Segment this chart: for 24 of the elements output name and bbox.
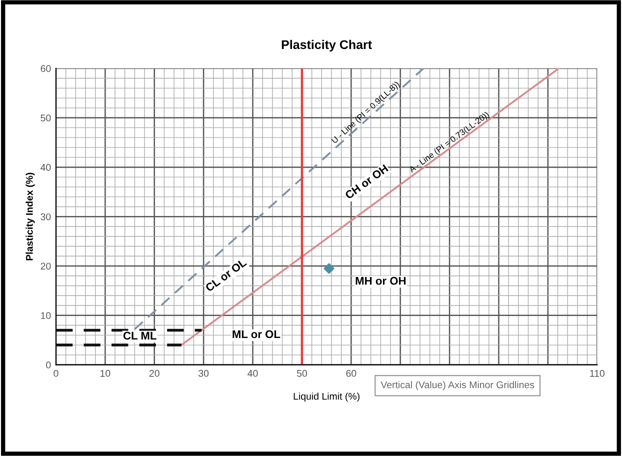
y-axis-title: Plasticity Index (%)	[26, 172, 35, 260]
x-tick-label: 50	[296, 370, 307, 377]
y-tick-label: 30	[40, 213, 51, 220]
x-axis-title: Liquid Limit (%)	[294, 392, 360, 402]
y-tick-label: 50	[40, 114, 51, 122]
y-tick-label: 60	[40, 65, 51, 72]
x-tick-label: 40	[248, 370, 258, 377]
annotation: CL or OL	[204, 258, 248, 292]
x-tick-label: 0	[54, 370, 58, 377]
chart-title: Plasticity Chart	[282, 40, 372, 52]
annotation: CL ML	[123, 332, 156, 340]
x-tick-label: 10	[100, 370, 110, 377]
text: Vertical (Value) Axis Minor Gridlines	[380, 381, 534, 390]
annotation: CH or OH	[344, 164, 388, 200]
x-tick-label: 20	[149, 370, 160, 377]
y-tick-label: 10	[41, 312, 51, 320]
annotation: MH or OH	[356, 276, 406, 285]
y-tick-label: 20	[40, 262, 51, 270]
y-tick-label: 0	[46, 362, 51, 368]
x-tick-label: 60	[346, 370, 356, 377]
annotation: ML or OL	[232, 330, 280, 338]
y-tick-label: 40	[40, 164, 51, 171]
x-tick-label: 110	[590, 370, 604, 377]
x-tick-label: 30	[198, 370, 209, 377]
